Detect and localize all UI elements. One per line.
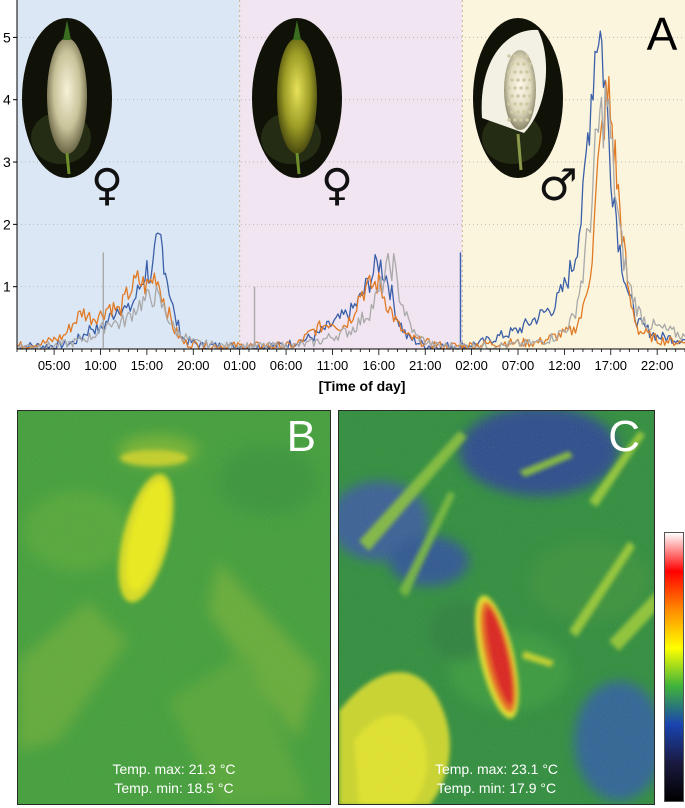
x-tick-label: 22:00 <box>641 358 674 373</box>
x-tick-label: 10:00 <box>84 358 117 373</box>
y-tick-label: 5 <box>3 29 11 45</box>
sex-symbol-3: ♂ <box>538 160 577 211</box>
y-tick-label: 4 <box>3 92 11 108</box>
sex-symbol-1: ♀ <box>91 160 123 211</box>
series-lines <box>16 30 685 350</box>
x-tick-label: 11:00 <box>317 358 349 373</box>
panel-label-b: B <box>286 412 316 461</box>
thermal-scene-b <box>18 411 330 804</box>
sex-symbol-2: ♀ <box>321 160 353 211</box>
x-tick-label: 02:00 <box>455 358 488 373</box>
x-tick-label: 17:00 <box>595 358 628 373</box>
x-tick-label: 05:00 <box>38 358 71 373</box>
x-tick-label: 06:00 <box>270 358 303 373</box>
x-tick-label: 16:00 <box>363 358 396 373</box>
x-tick-label: 12:00 <box>548 358 581 373</box>
thermal-image-b: B Temp. max: 21.3 °C Temp. min: 18.5 °C <box>17 410 331 805</box>
series-line-2 <box>16 76 685 350</box>
y-tick-label: 2 <box>3 216 11 232</box>
x-tick-label: 15:00 <box>131 358 164 373</box>
x-tick-label: 01:00 <box>223 358 256 373</box>
flower-photos: ♀ ♀ ♂ <box>22 18 578 211</box>
flower-photo-2 <box>252 18 342 178</box>
y-tick-label: 1 <box>3 279 11 295</box>
temp-max-c: Temp. max: 23.1 °C <box>434 761 559 777</box>
temperature-color-scale <box>664 532 684 802</box>
series-line-3 <box>16 84 685 350</box>
flower-photo-3 <box>473 18 563 178</box>
flower-photo-1 <box>22 18 112 178</box>
panel-label-a: A <box>647 8 678 60</box>
x-tick-label: 07:00 <box>502 358 535 373</box>
axes: 1 2 3 4 5 05:00 10:00 15:00 20:00 01:00 06:00 11:00… <box>3 0 685 373</box>
temp-min-b: Temp. min: 18.5 °C <box>114 780 234 796</box>
thermal-scene-c <box>339 411 654 804</box>
x-axis-title: [Time of day] <box>319 378 406 394</box>
temp-min-c: Temp. min: 17.9 °C <box>436 780 557 796</box>
panel-label-c: C <box>608 412 640 461</box>
x-tick-label: 21:00 <box>409 358 442 373</box>
grid-lines <box>17 36 685 288</box>
y-tick-label: 3 <box>3 154 11 170</box>
series-line-1 <box>16 30 685 350</box>
thermal-image-c: C Temp. max: 23.1 °C Temp. min: 17.9 °C <box>338 410 655 805</box>
x-tick-label: 20:00 <box>177 358 210 373</box>
temp-max-b: Temp. max: 21.3 °C <box>112 761 236 777</box>
